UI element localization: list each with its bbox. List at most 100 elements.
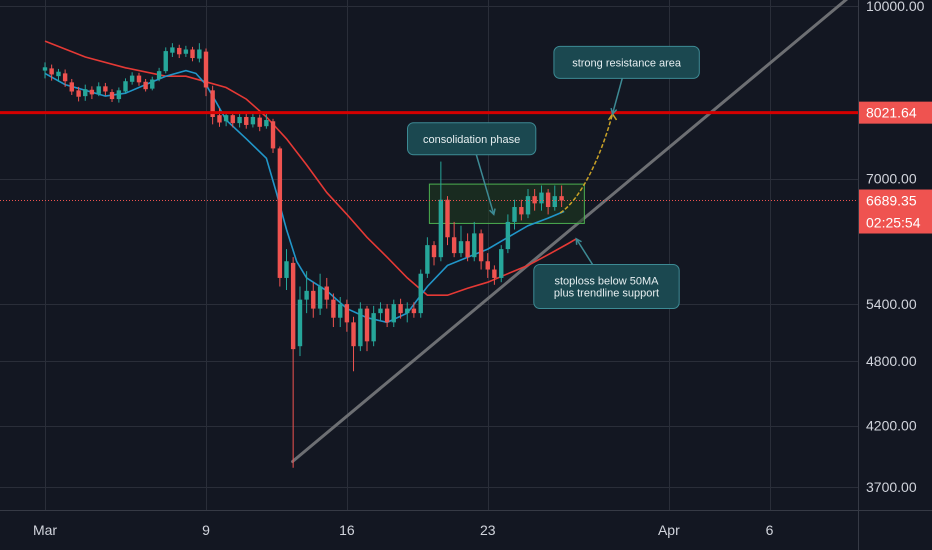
price-tags: 8021.64 6689.35 02:25:54	[859, 101, 932, 234]
candle	[371, 305, 376, 347]
candle-body	[465, 241, 470, 258]
projection-path	[559, 113, 614, 214]
candle-body	[344, 304, 350, 323]
candle	[451, 221, 457, 258]
annotation-arrowhead	[610, 107, 618, 116]
current-price-tag: 6689.35	[866, 193, 917, 209]
candle	[123, 78, 128, 94]
candle-body	[311, 290, 316, 309]
candle-body	[525, 196, 531, 215]
candle-body	[76, 90, 81, 97]
current-price-tag-bg	[859, 189, 932, 234]
grid-lines	[0, 0, 858, 510]
candle-body	[203, 51, 209, 88]
candle	[472, 221, 477, 262]
candle	[338, 296, 343, 328]
ma-slow-line	[44, 40, 577, 296]
trendline[interactable]	[291, 0, 850, 464]
candle-body	[210, 90, 215, 117]
annotations[interactable]: strong resistance area consolidation phas…	[407, 45, 700, 310]
time-tick-label: 23	[480, 522, 496, 538]
candle	[284, 249, 289, 290]
candles	[42, 43, 564, 468]
candle	[364, 305, 370, 352]
consolidation-zone-box[interactable]	[428, 183, 585, 224]
annotation-consolidation[interactable]: consolidation phase	[407, 122, 537, 216]
candle	[290, 257, 296, 468]
candle	[156, 67, 162, 82]
candle-body	[136, 75, 142, 83]
candle-body	[458, 241, 464, 254]
candle	[62, 69, 68, 87]
candle-body	[317, 286, 323, 309]
candle	[324, 277, 329, 309]
candle	[304, 271, 309, 314]
candle-body	[177, 47, 182, 55]
candle-body	[512, 207, 517, 222]
candle	[317, 273, 323, 315]
candle	[129, 72, 135, 85]
candle	[425, 237, 430, 278]
candle-body	[290, 262, 296, 350]
trendline-support[interactable]	[291, 0, 850, 464]
candle	[559, 185, 564, 208]
candle	[311, 282, 316, 318]
candle	[56, 68, 61, 82]
time-axis[interactable]: Mar 9 16 23 Apr 6	[33, 522, 774, 538]
candle	[109, 89, 115, 103]
candle	[103, 82, 108, 96]
annotation-box	[407, 122, 537, 156]
candle-body	[223, 115, 229, 122]
candle-body	[129, 75, 135, 82]
candle-countdown-tag: 02:25:54	[866, 215, 921, 231]
candle-body	[505, 221, 511, 250]
candle	[143, 78, 148, 92]
candle	[492, 265, 497, 285]
candle-body	[42, 67, 48, 71]
candle-body	[244, 116, 249, 125]
candle-body	[378, 308, 383, 314]
candle	[264, 113, 269, 129]
candle-body	[49, 68, 54, 75]
candle-body	[56, 71, 61, 77]
candle-body	[156, 71, 162, 79]
candle	[116, 87, 122, 103]
candle-body	[143, 81, 148, 90]
annotation-resistance[interactable]: strong resistance area	[553, 45, 700, 116]
candle	[465, 233, 470, 262]
candle-body	[478, 233, 484, 262]
candle-body	[257, 117, 262, 127]
candle	[203, 48, 209, 97]
candle	[478, 229, 484, 270]
resistance-price-tag: 8021.64	[866, 105, 917, 121]
consolidation-zone[interactable]	[428, 183, 585, 224]
annotation-box	[533, 264, 680, 310]
price-axis[interactable]: 3700.00 4200.00 4800.00 5400.00 7000.00 10000…	[866, 0, 925, 495]
candle-body	[364, 308, 370, 342]
price-levels	[0, 111, 858, 202]
candle-body	[391, 304, 396, 323]
time-tick-label: 16	[339, 522, 355, 538]
candle	[217, 107, 222, 127]
candle-body	[431, 245, 437, 258]
candle	[297, 286, 303, 357]
candle-body	[217, 115, 222, 123]
candle-body	[89, 89, 95, 95]
candle-body	[62, 73, 68, 82]
candle	[237, 113, 242, 128]
price-tick-label: 5400.00	[866, 296, 917, 312]
annotation-arrowhead	[489, 208, 496, 216]
candle	[499, 245, 504, 283]
candle-body	[109, 92, 115, 100]
candle	[177, 44, 182, 59]
candle	[351, 316, 356, 372]
candle-body	[230, 115, 235, 124]
candle-body	[250, 116, 256, 125]
candle	[512, 199, 517, 230]
candle-body	[116, 90, 122, 100]
candle-body	[324, 286, 329, 300]
candle-body	[411, 308, 417, 314]
